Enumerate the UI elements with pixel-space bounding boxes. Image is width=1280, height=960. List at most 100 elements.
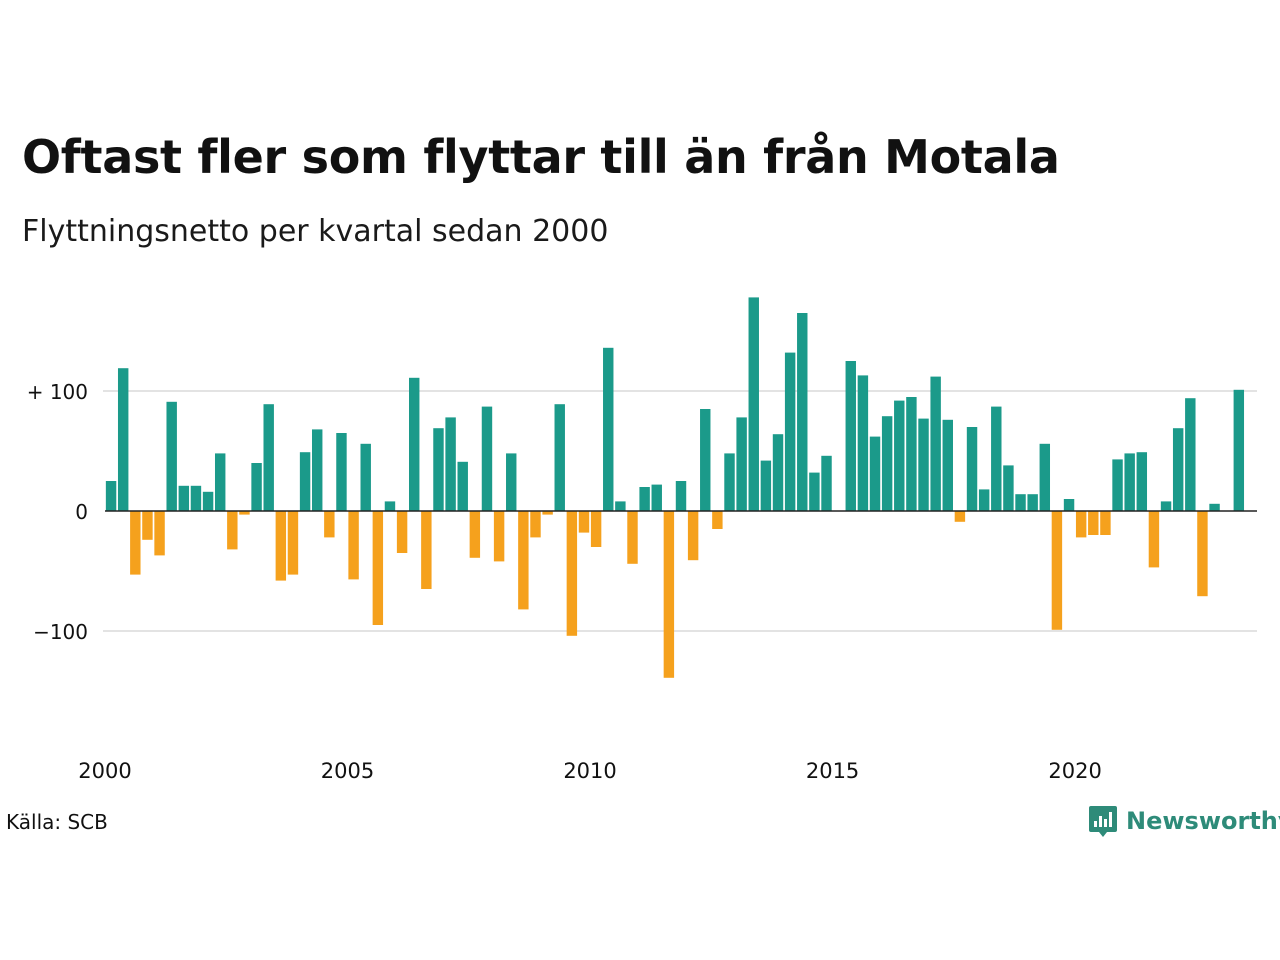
bar bbox=[978, 489, 990, 511]
bar bbox=[821, 455, 832, 511]
bar bbox=[178, 485, 190, 511]
y-tick-label: −100 bbox=[33, 620, 88, 644]
bar bbox=[687, 511, 699, 561]
grid-lines bbox=[103, 390, 1257, 632]
bar bbox=[845, 361, 856, 511]
bar bbox=[360, 443, 371, 511]
bar bbox=[154, 511, 165, 556]
bar bbox=[433, 428, 444, 511]
bar bbox=[906, 397, 917, 511]
bar bbox=[663, 511, 675, 678]
bar bbox=[275, 511, 287, 581]
bar bbox=[287, 511, 299, 575]
x-tick-label: 2005 bbox=[321, 759, 374, 783]
bar bbox=[748, 297, 759, 511]
bar bbox=[493, 511, 505, 562]
bar bbox=[396, 511, 408, 553]
bar bbox=[105, 481, 117, 511]
bar bbox=[202, 491, 214, 511]
bar bbox=[1027, 494, 1038, 511]
newsworthy-logo[interactable]: Newsworthy bbox=[1088, 804, 1280, 838]
bar bbox=[457, 461, 468, 511]
x-tick-label: 2010 bbox=[563, 759, 616, 783]
bars bbox=[105, 297, 1245, 678]
bar bbox=[590, 511, 602, 547]
bar bbox=[542, 511, 553, 515]
bar bbox=[409, 377, 420, 511]
bar bbox=[469, 511, 481, 558]
bar bbox=[1063, 499, 1075, 511]
bar bbox=[312, 429, 323, 511]
bar bbox=[1136, 452, 1148, 511]
bar bbox=[372, 511, 384, 625]
bar bbox=[384, 501, 396, 511]
bar bbox=[784, 352, 796, 511]
bar bbox=[299, 452, 311, 511]
bar bbox=[991, 406, 1002, 511]
bar bbox=[651, 484, 662, 511]
bar bbox=[239, 511, 250, 515]
bar bbox=[336, 433, 347, 511]
logo-text: Newsworthy bbox=[1126, 807, 1280, 835]
bar bbox=[578, 511, 590, 533]
bar bbox=[117, 368, 129, 511]
chart-subtitle: Flyttningsnetto per kvartal sedan 2000 bbox=[22, 214, 609, 249]
bar bbox=[700, 409, 711, 511]
bar bbox=[760, 460, 772, 511]
bar bbox=[1148, 511, 1160, 568]
bar bbox=[445, 417, 456, 511]
bar bbox=[481, 406, 493, 511]
bar bbox=[809, 472, 820, 511]
bar bbox=[639, 487, 650, 511]
bar bbox=[251, 463, 262, 511]
bar bbox=[1100, 511, 1111, 535]
bar bbox=[421, 511, 432, 589]
bar bbox=[566, 511, 578, 636]
chart-title: Oftast fler som flyttar till än från Mot… bbox=[22, 130, 1060, 184]
bar bbox=[881, 416, 893, 511]
bar bbox=[930, 376, 941, 511]
bar bbox=[263, 404, 274, 511]
bar bbox=[1172, 428, 1184, 511]
bar bbox=[603, 347, 614, 511]
bar bbox=[348, 511, 359, 580]
bar bbox=[918, 418, 929, 511]
axes: + 100 0 −100 2000 2005 2010 2015 2020 bbox=[27, 380, 1257, 783]
x-tick-label: 2015 bbox=[806, 759, 859, 783]
bar bbox=[857, 375, 869, 511]
bar bbox=[675, 481, 687, 511]
bar bbox=[615, 501, 626, 511]
bar bbox=[869, 436, 881, 511]
bar bbox=[942, 419, 953, 511]
bar bbox=[1088, 511, 1099, 535]
bar bbox=[1112, 459, 1123, 511]
bar bbox=[166, 401, 177, 511]
y-tick-label: 0 bbox=[75, 500, 88, 524]
bar bbox=[736, 417, 747, 511]
bar bbox=[772, 434, 784, 511]
bar bbox=[214, 453, 226, 511]
bar bbox=[797, 313, 808, 511]
bar bbox=[894, 400, 905, 511]
bar bbox=[1233, 389, 1245, 511]
bar bbox=[324, 511, 335, 538]
source-note: Källa: SCB bbox=[6, 810, 108, 834]
bar bbox=[190, 485, 202, 511]
bar bbox=[1039, 443, 1051, 511]
bar bbox=[1124, 453, 1135, 511]
bar-chart: + 100 0 −100 2000 2005 2010 2015 2020 bbox=[27, 297, 1257, 783]
bar bbox=[1015, 494, 1026, 511]
bar bbox=[954, 511, 966, 522]
bar bbox=[506, 453, 517, 511]
bar bbox=[227, 511, 238, 550]
x-tick-label: 2020 bbox=[1048, 759, 1101, 783]
bar bbox=[1185, 398, 1196, 511]
y-tick-label: + 100 bbox=[27, 380, 88, 404]
bar bbox=[1197, 511, 1208, 597]
bar bbox=[627, 511, 638, 564]
bar bbox=[1209, 503, 1220, 511]
bar bbox=[1160, 501, 1172, 511]
bar bbox=[130, 511, 141, 575]
bar bbox=[530, 511, 541, 538]
newsworthy-logo-icon bbox=[1089, 806, 1117, 837]
